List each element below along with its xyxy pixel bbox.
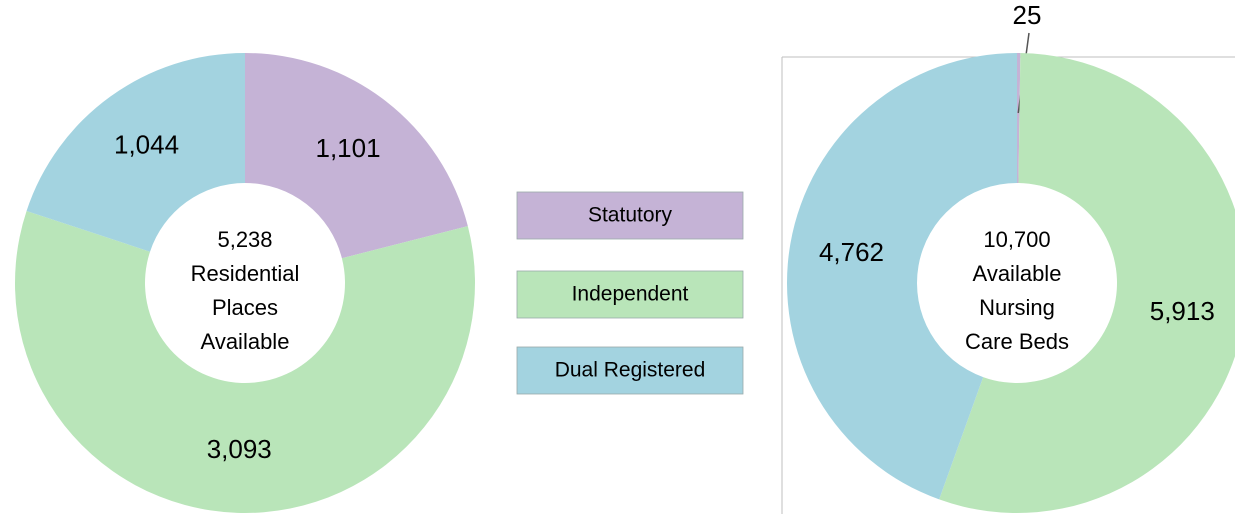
legend-swatch xyxy=(516,191,744,240)
legend-swatch xyxy=(516,270,744,319)
center-text: Available xyxy=(973,261,1062,286)
center-text: Available xyxy=(201,329,290,354)
donut-slice xyxy=(26,52,245,252)
center-text: Nursing xyxy=(979,295,1055,320)
legend-label: Statutory xyxy=(588,204,673,227)
data-label: 3,093 xyxy=(207,434,272,464)
center-text: Places xyxy=(212,295,278,320)
data-label: 1,044 xyxy=(114,130,179,160)
donut-slice xyxy=(14,210,475,514)
center-text: 5,238 xyxy=(217,227,272,252)
data-label: 1,101 xyxy=(316,133,381,163)
donut-slice xyxy=(1017,53,1021,184)
data-label: 4,762 xyxy=(819,237,884,267)
data-label: 25 xyxy=(1013,0,1042,30)
donut-slice xyxy=(786,53,1017,500)
legend-swatch xyxy=(516,346,744,395)
donut-slice xyxy=(245,53,468,259)
data-label: 5,913 xyxy=(1150,296,1215,326)
legend-label: Independent xyxy=(572,283,689,306)
center-text: 10,700 xyxy=(983,227,1050,252)
donut-slice xyxy=(939,53,1235,513)
legend-label: Dual Registered xyxy=(555,359,706,382)
center-text: Residential xyxy=(191,261,300,286)
center-text: Care Beds xyxy=(965,329,1069,354)
